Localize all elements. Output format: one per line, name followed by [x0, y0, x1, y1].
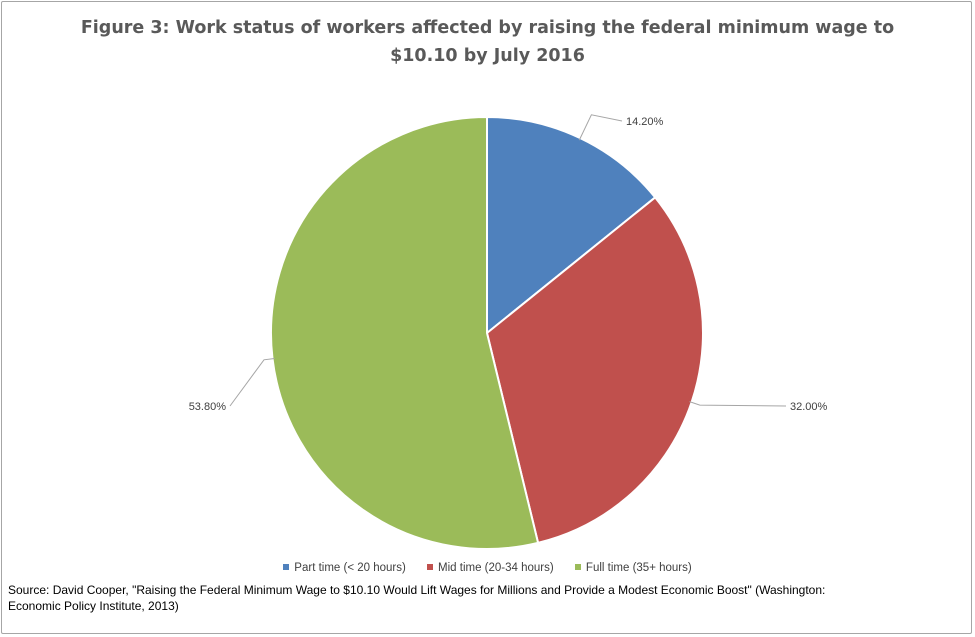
legend-label-full-time: Full time (35+ hours)	[585, 562, 692, 574]
data-label-part-time: 14.20%	[626, 116, 664, 128]
legend-item-mid-time: Mid time (20-34 hours)	[427, 562, 554, 574]
legend-item-part-time: Part time (< 20 hours)	[283, 562, 406, 574]
legend-label-mid-time: Mid time (20-34 hours)	[438, 562, 554, 574]
legend-label-part-time: Part time (< 20 hours)	[294, 562, 406, 574]
legend-swatch-mid-time	[427, 564, 434, 570]
chart-title-line-2: $10.10 by July 2016	[390, 46, 585, 66]
source-line-2: Economic Policy Institute, 2013)	[8, 599, 179, 613]
legend: Part time (< 20 hours) Mid time (20-34 h…	[0, 562, 975, 574]
data-label-full-time: 53.80%	[189, 401, 227, 413]
legend-swatch-part-time	[283, 564, 290, 570]
leader-line-full-time	[229, 358, 275, 407]
source-line-1: Source: David Cooper, "Raising the Feder…	[8, 583, 826, 597]
legend-item-full-time: Full time (35+ hours)	[574, 562, 692, 574]
legend-swatch-full-time	[574, 564, 581, 570]
leader-line-part-time	[578, 114, 623, 141]
chart-title-line-1: Figure 3: Work status of workers affecte…	[80, 18, 895, 38]
source-note: Source: David Cooper, "Raising the Feder…	[8, 582, 958, 614]
leader-line-mid-time	[689, 401, 787, 407]
chart-title: Figure 3: Work status of workers affecte…	[0, 14, 975, 70]
data-label-mid-time: 32.00%	[790, 401, 828, 413]
